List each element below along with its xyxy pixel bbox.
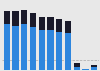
Bar [56,32,62,70]
Bar [74,63,80,67]
Bar [4,11,10,24]
Bar [12,11,19,26]
Bar [82,69,89,70]
Bar [39,30,45,70]
Bar [39,17,45,30]
Bar [65,21,71,33]
Bar [30,12,36,27]
Bar [56,19,62,32]
Bar [21,24,27,70]
Bar [21,10,27,24]
Bar [4,24,10,70]
Bar [91,65,97,67]
Bar [91,67,97,70]
Bar [12,26,19,70]
Bar [47,17,54,30]
Bar [30,27,36,70]
Bar [74,67,80,70]
Bar [65,33,71,70]
Bar [47,30,54,70]
